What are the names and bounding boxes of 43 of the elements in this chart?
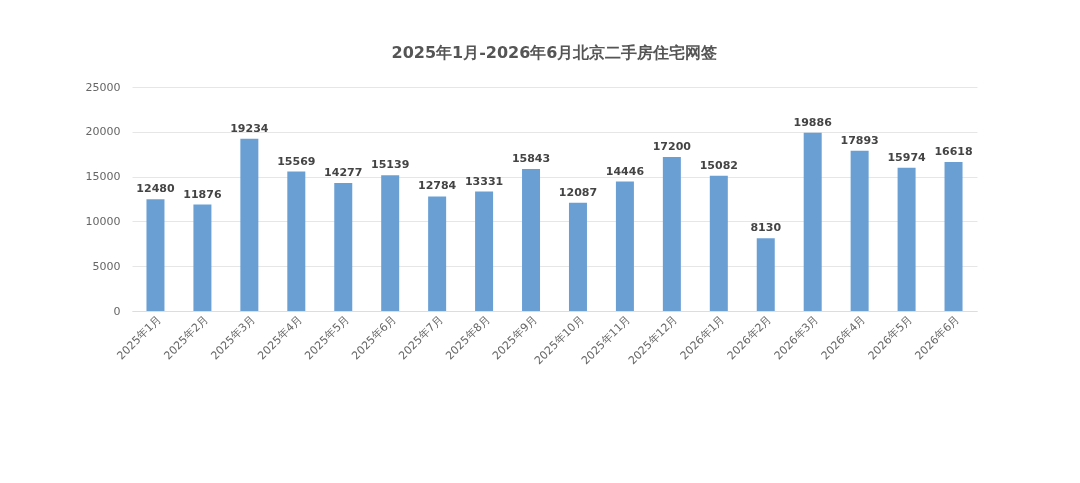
data-label: 12480 <box>136 182 175 196</box>
data-label: 11876 <box>183 187 222 201</box>
bar <box>193 204 212 311</box>
data-label: 15843 <box>511 152 551 166</box>
data-label: 19234 <box>230 121 269 135</box>
bar <box>897 167 916 311</box>
data-label: 16618 <box>934 145 973 159</box>
bar <box>287 171 306 311</box>
data-label: 12784 <box>418 179 457 193</box>
data-label: 15569 <box>277 154 316 168</box>
data-label: 15974 <box>887 150 927 164</box>
y-tick-label: 20000 <box>85 125 121 139</box>
data-label: 14277 <box>324 166 363 180</box>
chart-title: 2025年1月-2026年6月北京二手房住宅网签 <box>391 43 718 62</box>
data-label: 15139 <box>371 158 410 172</box>
bar <box>381 175 400 311</box>
bar <box>428 196 447 311</box>
bar <box>756 238 775 311</box>
bar <box>522 169 541 311</box>
y-tick-label: 10000 <box>85 214 121 228</box>
bar <box>475 191 494 311</box>
bar <box>146 199 165 311</box>
bar <box>662 156 681 311</box>
data-label: 19886 <box>793 115 833 129</box>
bar <box>568 202 587 311</box>
data-label: 17200 <box>652 139 692 153</box>
data-label: 8130 <box>750 221 782 235</box>
y-tick-label: 0 <box>113 304 121 318</box>
data-label: 17893 <box>840 133 879 147</box>
bar <box>615 181 634 311</box>
bar <box>944 162 963 311</box>
y-tick-label: 5000 <box>92 259 121 273</box>
bar <box>709 175 728 311</box>
data-label: 12087 <box>558 185 598 199</box>
y-tick-label: 25000 <box>85 80 121 94</box>
bar <box>240 138 259 311</box>
data-label: 15082 <box>699 158 738 172</box>
bar <box>803 132 822 311</box>
bar <box>850 150 869 311</box>
data-label: 13331 <box>464 174 504 188</box>
data-label: 14446 <box>605 164 645 178</box>
y-tick-label: 15000 <box>85 170 121 184</box>
bar <box>334 183 353 311</box>
